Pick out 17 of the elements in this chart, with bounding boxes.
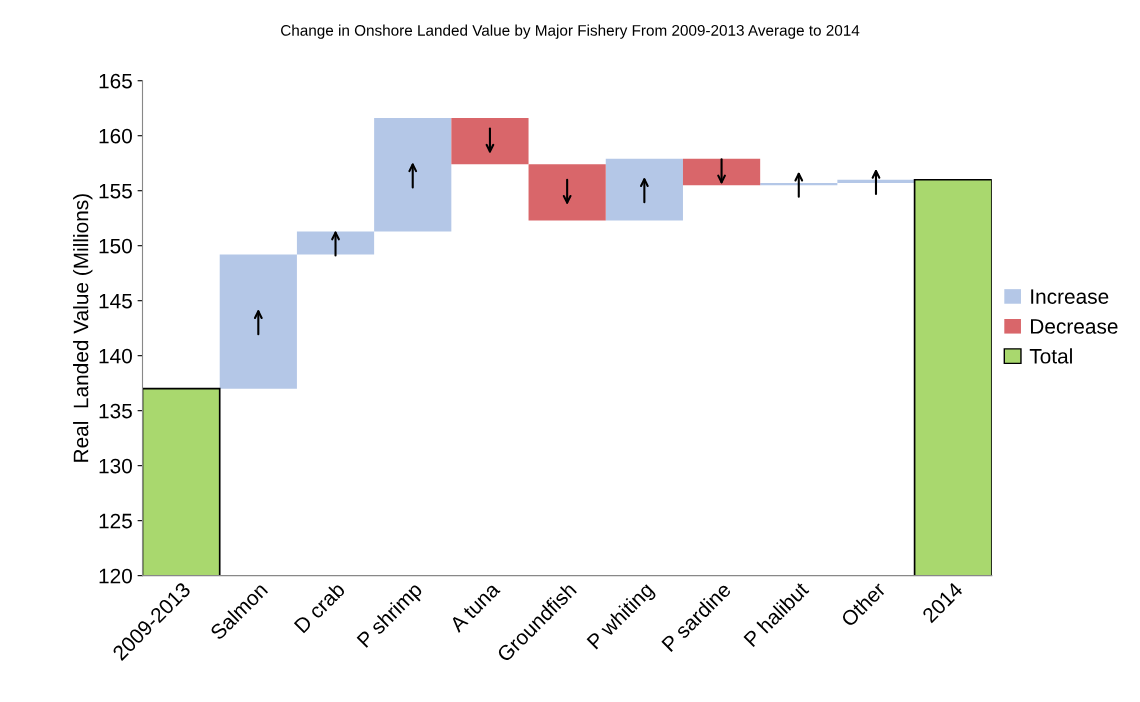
y-tick-label: 145 [99, 293, 132, 309]
x-tick-label: D crab [293, 581, 346, 634]
y-tick-label: 150 [99, 238, 132, 254]
y-tick-label: 165 [99, 73, 132, 89]
y-tick-label: 155 [99, 183, 132, 199]
x-tick-label: A tuna [448, 581, 501, 634]
y-tick-label: 135 [99, 403, 132, 419]
legend-label: Total [1029, 348, 1072, 364]
legend-label: Decrease [1031, 319, 1118, 334]
y-axis-title: Real Landed Value (Millions) [73, 194, 93, 462]
y-tick-label: 140 [99, 348, 132, 364]
y-tick-label: 120 [99, 568, 132, 584]
y-tick-label: 160 [99, 128, 132, 144]
y-tick-label: 125 [99, 513, 132, 529]
y-tick-label: 130 [99, 458, 132, 474]
legend-label: Increase [1031, 289, 1109, 304]
chart-title: Change in Onshore Landed Value by Major Fishery From 2009-2013 Average to 2014 [281, 24, 860, 39]
